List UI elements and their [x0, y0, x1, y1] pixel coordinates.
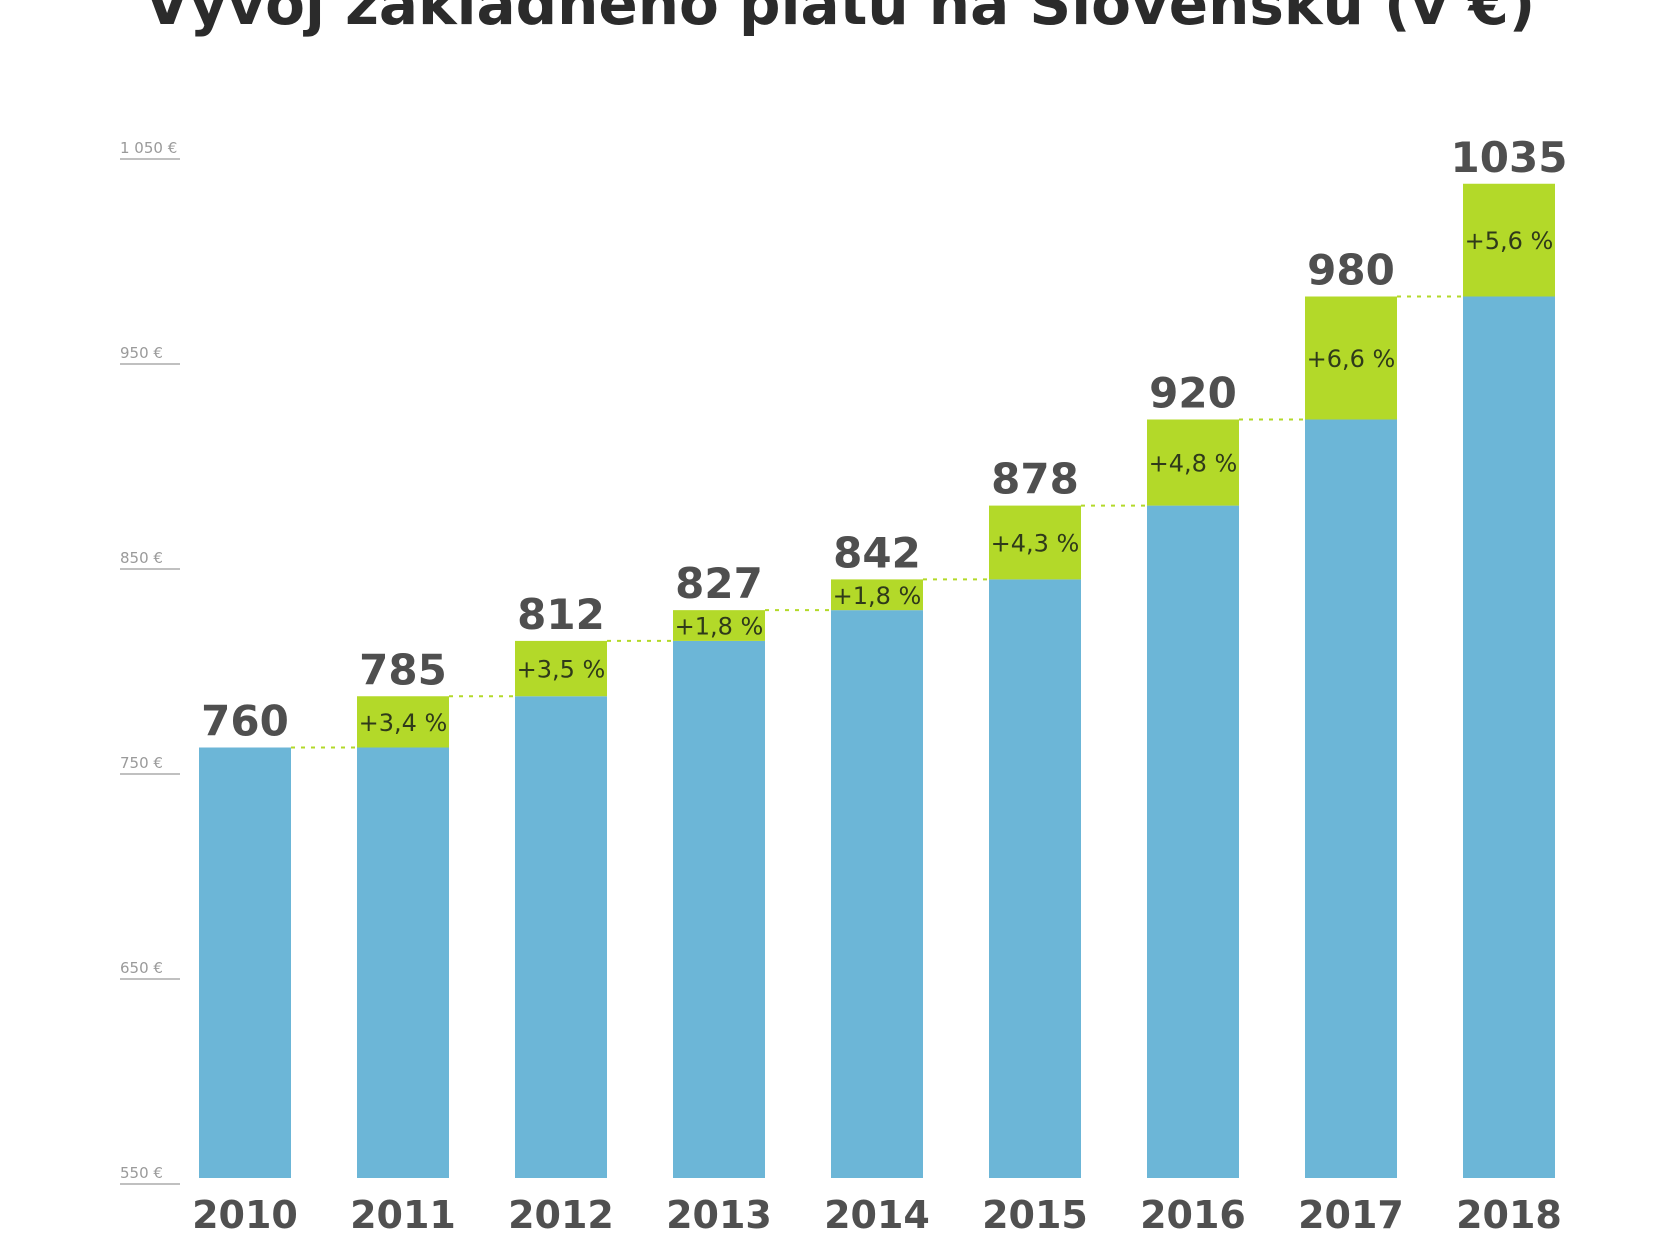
x-tick-label: 2011 [350, 1193, 456, 1237]
bar-increase-2016 [1147, 419, 1239, 506]
value-label: 842 [833, 528, 921, 577]
increase-label: +4,3 % [991, 530, 1080, 558]
x-tick-label: 2015 [982, 1193, 1088, 1237]
bar-increase-2011 [357, 696, 449, 748]
y-tick-label: 950 € [120, 344, 163, 362]
increase-label: +1,8 % [833, 582, 922, 610]
y-tick-label: 750 € [120, 754, 163, 772]
increase-label: +3,4 % [359, 709, 448, 737]
bar-base-2017 [1305, 419, 1397, 1178]
value-label: 760 [201, 697, 289, 746]
increase-label: +4,8 % [1149, 450, 1238, 478]
bar-base-2012 [515, 696, 607, 1178]
x-tick-label: 2010 [192, 1193, 298, 1237]
bar-base-2015 [989, 579, 1081, 1178]
bars [199, 183, 1555, 1179]
bar-increase-2015 [989, 505, 1081, 580]
x-tick-label: 2017 [1298, 1193, 1404, 1237]
x-tick-label: 2012 [508, 1193, 614, 1237]
x-tick-label: 2014 [824, 1193, 930, 1237]
bar-base-2014 [831, 610, 923, 1178]
value-label: 878 [991, 455, 1079, 504]
bar-base-2010 [199, 747, 291, 1178]
value-label: 812 [517, 590, 605, 639]
bar-increase-2013 [673, 610, 765, 641]
increase-label: +3,5 % [517, 656, 606, 684]
bar-increase-2018 [1463, 183, 1555, 297]
bar-base-2016 [1147, 505, 1239, 1179]
labels: 760 2010 785 +3,4 % 2011 812 +3,5 % 2012 827 +1,8… [192, 133, 1567, 1237]
value-label: 827 [675, 559, 763, 608]
value-label: 785 [359, 645, 447, 694]
x-tick-label: 2016 [1140, 1193, 1246, 1237]
x-tick-label: 2013 [666, 1193, 772, 1237]
increase-label: +5,6 % [1465, 227, 1554, 255]
chart-title: Vývoj základného platu na Slovensku (v €… [144, 0, 1536, 38]
bar-base-2018 [1463, 296, 1555, 1178]
bar-increase-2017 [1305, 296, 1397, 420]
y-tick-label: 550 € [120, 1164, 163, 1182]
value-label: 1035 [1451, 133, 1568, 182]
value-label: 920 [1149, 369, 1237, 418]
y-axis: 550 € 650 € 750 € 850 € 950 € 1 050 € [120, 139, 180, 1185]
y-tick-label: 850 € [120, 549, 163, 567]
x-tick-label: 2018 [1456, 1193, 1562, 1237]
bar-increase-2012 [515, 640, 607, 697]
increase-label: +1,8 % [675, 613, 764, 641]
y-tick-label: 650 € [120, 959, 163, 977]
increase-label: +6,6 % [1307, 345, 1396, 373]
bar-increase-2014 [831, 579, 923, 611]
y-tick-label: 1 050 € [120, 139, 177, 157]
bar-base-2013 [673, 640, 765, 1178]
bar-base-2011 [357, 747, 449, 1178]
value-label: 980 [1307, 246, 1395, 295]
connector-lines [291, 295, 1463, 749]
